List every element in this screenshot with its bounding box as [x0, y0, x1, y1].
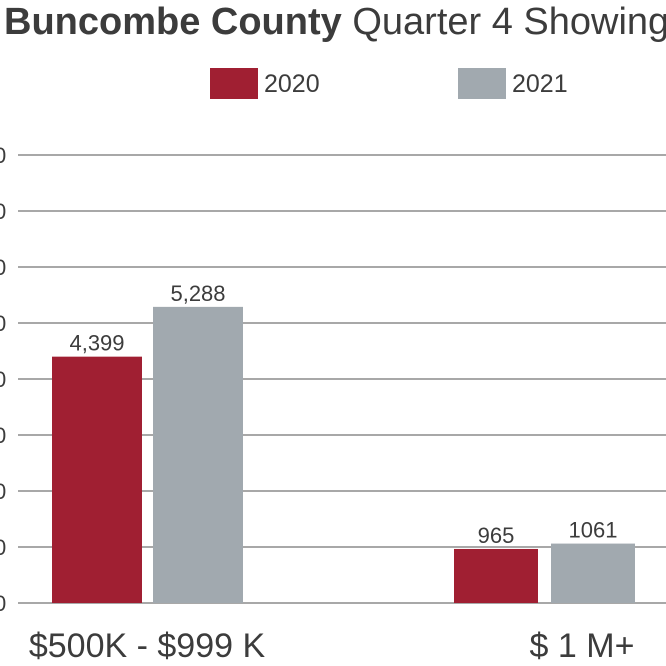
bar-value-labels: 4,399 5,288 965 1061 — [69, 281, 617, 548]
legend-label-2021: 2021 — [512, 70, 568, 98]
y-tick-label: 0 — [0, 199, 6, 224]
bar-value-label: 5,288 — [170, 281, 225, 306]
bar-2021-1 — [551, 543, 635, 603]
y-tick-label: 0 — [0, 255, 6, 280]
chart-title: Buncombe County Quarter 4 Showing — [4, 1, 666, 43]
bar-value-label: 1061 — [569, 518, 618, 543]
y-tick-label: 0 — [0, 143, 6, 168]
y-axis-ticks: 0 0 0 0 0 0 0 0 0 — [0, 143, 6, 616]
legend-swatch-2020 — [210, 68, 258, 99]
y-tick-label: 0 — [0, 479, 6, 504]
bar-2021-0 — [153, 306, 243, 603]
legend: 2020 2021 — [210, 68, 568, 99]
chart-title-bold: Buncombe County — [4, 1, 342, 43]
x-axis-categories: $500K - $999 K $ 1 M+ — [29, 627, 635, 665]
bars — [52, 306, 635, 603]
x-category-label: $ 1 M+ — [530, 627, 635, 665]
legend-label-2020: 2020 — [264, 70, 320, 98]
y-tick-label: 0 — [0, 591, 6, 616]
y-tick-label: 0 — [0, 367, 6, 392]
x-category-label: $500K - $999 K — [29, 627, 266, 665]
bar-value-label: 965 — [478, 523, 515, 548]
legend-swatch-2021 — [458, 68, 506, 99]
bar-2020-1 — [454, 548, 538, 603]
bar-value-label: 4,399 — [69, 331, 124, 356]
chart-title-rest: Quarter 4 Showing — [342, 1, 666, 43]
bar-2020-0 — [52, 356, 142, 603]
y-tick-label: 0 — [0, 311, 6, 336]
y-tick-label: 0 — [0, 423, 6, 448]
y-tick-label: 0 — [0, 535, 6, 560]
